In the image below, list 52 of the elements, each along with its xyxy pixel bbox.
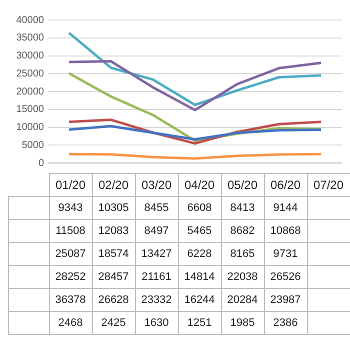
data-label: 9731 <box>264 242 307 266</box>
y-tick-label: 10000 <box>16 122 44 133</box>
data-label: 5465 <box>178 220 221 242</box>
data-label: 16244 <box>178 288 221 312</box>
x-tick-label: 03/20 <box>135 174 178 196</box>
data-label: 13427 <box>135 242 178 266</box>
data-label: 1630 <box>135 312 178 334</box>
data-label: 1985 <box>221 312 264 334</box>
data-label: 18574 <box>92 242 135 266</box>
x-tick-label: 01/20 <box>49 174 92 196</box>
y-tick-label: 15000 <box>16 104 44 116</box>
data-label: 9343 <box>49 196 92 220</box>
data-label: 11508 <box>49 220 92 242</box>
data-label: 28457 <box>92 266 135 288</box>
data-label: 36378 <box>49 288 92 312</box>
data-label: 2468 <box>49 312 92 334</box>
data-label: 26628 <box>92 288 135 312</box>
data-label: 26526 <box>264 266 307 288</box>
data-label: 10868 <box>264 220 307 242</box>
data-label: 8165 <box>221 242 264 266</box>
data-label: 8455 <box>135 196 178 220</box>
data-label: 2386 <box>264 312 307 334</box>
data-label: 12083 <box>92 220 135 242</box>
data-label: 14814 <box>178 266 221 288</box>
data-label: 22038 <box>221 266 264 288</box>
data-label: 8413 <box>221 196 264 220</box>
x-tick-label: 04/20 <box>178 174 221 196</box>
data-label: 8682 <box>221 220 264 242</box>
x-tick-label: 05/20 <box>221 174 264 196</box>
data-label: 28252 <box>49 266 92 288</box>
data-label: 23987 <box>264 288 307 312</box>
data-label: 10305 <box>92 196 135 220</box>
data-label: 6228 <box>178 242 221 266</box>
data-label: 9144 <box>264 196 307 220</box>
data-label: 2425 <box>92 312 135 334</box>
data-label: 20284 <box>221 288 264 312</box>
x-tick-label: 02/20 <box>92 174 135 196</box>
y-tick-label: 0 <box>38 158 44 169</box>
data-label: 21161 <box>135 266 178 288</box>
data-label: 23332 <box>135 288 178 312</box>
x-tick-label: 07/20 <box>307 174 350 196</box>
y-tick-label: 30000 <box>16 50 44 62</box>
y-tick-label: 25000 <box>16 68 44 80</box>
y-tick-label: 35000 <box>16 32 44 44</box>
y-tick-label: 40000 <box>16 14 44 26</box>
data-label: 8497 <box>135 220 178 242</box>
y-tick-label: 20000 <box>16 86 44 98</box>
x-tick-label: 06/20 <box>264 174 307 196</box>
data-label: 6608 <box>178 196 221 220</box>
data-label: 1251 <box>178 312 221 334</box>
data-label: 25087 <box>49 242 92 266</box>
y-tick-label: 5000 <box>22 140 44 151</box>
